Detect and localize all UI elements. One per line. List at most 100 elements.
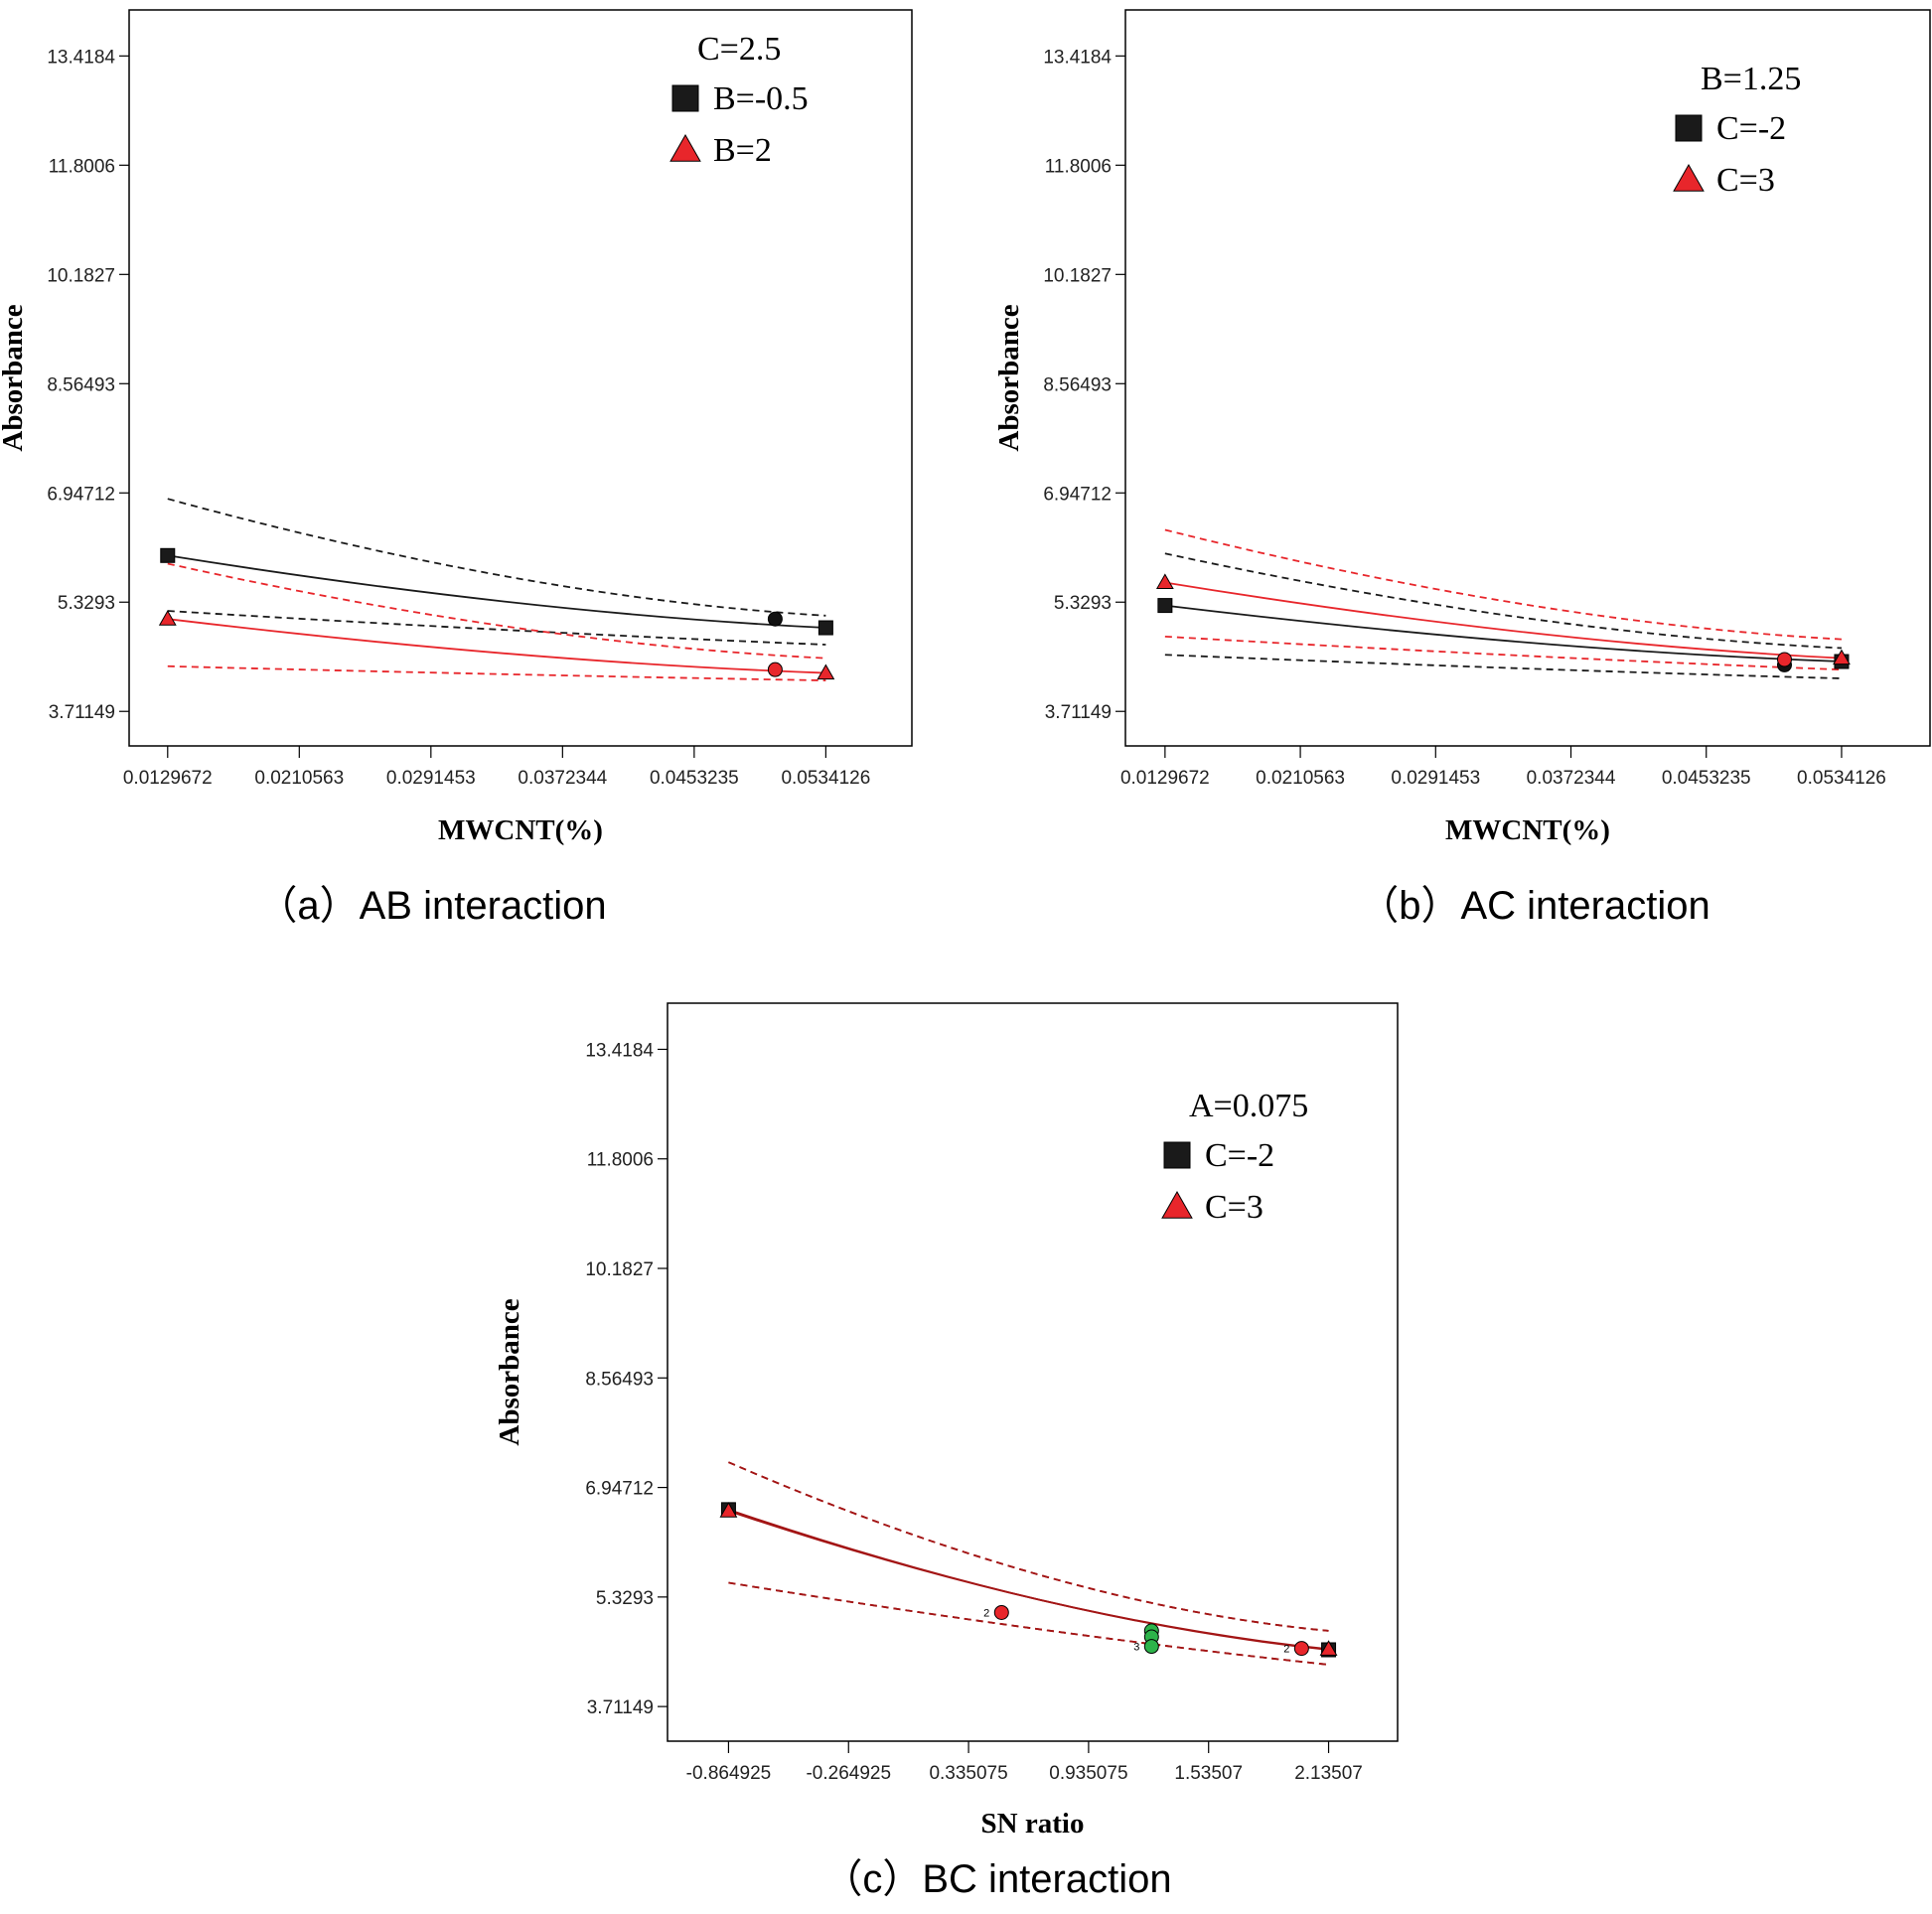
plot-frame bbox=[1124, 9, 1931, 747]
series-2-marker bbox=[1833, 649, 1851, 665]
ci-upper-2 bbox=[1164, 528, 1843, 641]
legend-title: A=0.075 bbox=[1189, 1088, 1308, 1124]
y-tick-label: 6.94712 bbox=[585, 1479, 654, 1500]
chart-panel-1: 3.71149 5.3293 6.94712 8.56493 10.1827 11.800… bbox=[0, 9, 913, 928]
ci-upper-1 bbox=[167, 498, 826, 617]
legend-marker-2 bbox=[669, 134, 701, 162]
series-2-marker bbox=[719, 1502, 738, 1518]
y-axis-label: Absorbance bbox=[0, 304, 29, 451]
x-axis-label: MWCNT(%) bbox=[1445, 814, 1610, 846]
design-point-count: 3 bbox=[1133, 1642, 1139, 1654]
x-tick-label: 0.0453235 bbox=[1662, 768, 1751, 789]
y-tick-label: 3.71149 bbox=[587, 1697, 654, 1718]
x-tick-label: 0.0129672 bbox=[123, 768, 213, 789]
y-tick-label: 5.3293 bbox=[58, 593, 115, 614]
plot-frame bbox=[128, 9, 913, 747]
legend-marker-2 bbox=[1673, 164, 1705, 192]
legend-label-2: B=2 bbox=[713, 132, 772, 169]
legend-marker-1 bbox=[671, 84, 699, 112]
y-tick-label: 3.71149 bbox=[49, 702, 115, 723]
ci-upper-1 bbox=[1164, 552, 1843, 650]
y-tick-label: 5.3293 bbox=[596, 1588, 654, 1609]
series-2-marker bbox=[1319, 1640, 1338, 1656]
x-tick-label: 0.0534126 bbox=[1797, 768, 1886, 789]
x-tick-label: 0.0291453 bbox=[386, 768, 476, 789]
legend-label-2: C=3 bbox=[1716, 162, 1775, 199]
legend-label-1: C=-2 bbox=[1716, 110, 1786, 147]
series-1-marker bbox=[817, 620, 833, 636]
ci-upper-1 bbox=[728, 1461, 1329, 1632]
x-tick-label: 0.0291453 bbox=[1391, 768, 1480, 789]
ci-upper-2 bbox=[728, 1461, 1329, 1632]
ci-lower-2 bbox=[167, 664, 826, 681]
y-tick-label: 13.4184 bbox=[1043, 47, 1112, 68]
design-point-count: 2 bbox=[983, 1607, 989, 1619]
y-tick-label: 10.1827 bbox=[47, 265, 115, 286]
fit-line-1 bbox=[1164, 604, 1842, 663]
ci-lower-2 bbox=[1164, 635, 1842, 671]
y-axis-label: Absorbance bbox=[993, 304, 1025, 451]
y-tick-label: 8.56493 bbox=[1043, 374, 1112, 395]
ci-lower-2 bbox=[728, 1581, 1329, 1666]
legend-label-2: C=3 bbox=[1205, 1189, 1263, 1226]
x-tick-label: 1.53507 bbox=[1174, 1763, 1243, 1784]
design-point bbox=[767, 611, 783, 627]
x-tick-label: 0.935075 bbox=[1049, 1763, 1127, 1784]
x-tick-label: 0.0372344 bbox=[518, 768, 607, 789]
y-tick-label: 11.8006 bbox=[587, 1150, 654, 1171]
x-tick-label: 0.0129672 bbox=[1120, 768, 1210, 789]
ci-lower-1 bbox=[167, 610, 826, 646]
y-tick-label: 11.8006 bbox=[1045, 156, 1112, 177]
design-point bbox=[1143, 1639, 1159, 1655]
y-tick-label: 8.56493 bbox=[585, 1369, 654, 1390]
y-tick-label: 3.71149 bbox=[1045, 702, 1112, 723]
ci-upper-2 bbox=[167, 562, 826, 660]
y-tick-label: 10.1827 bbox=[1043, 265, 1112, 286]
y-tick-label: 6.94712 bbox=[1043, 484, 1112, 505]
design-point bbox=[767, 662, 783, 677]
design-point bbox=[993, 1604, 1009, 1620]
design-point bbox=[1293, 1641, 1309, 1657]
y-tick-label: 6.94712 bbox=[47, 484, 115, 505]
series-2-marker bbox=[817, 663, 835, 680]
y-tick-label: 11.8006 bbox=[49, 156, 115, 177]
legend-marker-2 bbox=[1161, 1191, 1193, 1219]
x-tick-label: 0.0534126 bbox=[781, 768, 870, 789]
design-point bbox=[1776, 652, 1792, 667]
x-tick-label: -0.864925 bbox=[686, 1763, 772, 1784]
design-point-count: 2 bbox=[1283, 1644, 1289, 1656]
x-tick-label: 0.335075 bbox=[929, 1763, 1007, 1784]
x-tick-label: -0.264925 bbox=[806, 1763, 891, 1784]
y-axis-label: Absorbance bbox=[494, 1298, 525, 1445]
legend-label-1: B=-0.5 bbox=[713, 80, 809, 117]
x-tick-label: 0.0210563 bbox=[254, 768, 344, 789]
legend-title: B=1.25 bbox=[1701, 61, 1801, 97]
series-2-marker bbox=[1155, 573, 1174, 590]
x-tick-label: 2.13507 bbox=[1294, 1763, 1363, 1784]
legend-label-1: C=-2 bbox=[1205, 1137, 1274, 1174]
fit-line-2 bbox=[728, 1510, 1329, 1651]
fit-line-2 bbox=[1164, 581, 1843, 660]
chart-panel-2: 3.71149 5.3293 6.94712 8.56493 10.1827 11.800… bbox=[993, 9, 1931, 928]
fit-line-1 bbox=[728, 1509, 1329, 1651]
panel-caption: （b）AC interaction bbox=[1359, 884, 1709, 928]
plot-frame bbox=[667, 1002, 1399, 1742]
fit-line-2 bbox=[167, 618, 826, 674]
x-tick-label: 0.0210563 bbox=[1256, 768, 1345, 789]
ci-lower-1 bbox=[728, 1581, 1329, 1666]
legend-marker-1 bbox=[1675, 114, 1703, 142]
panel-caption: （a）AB interaction bbox=[257, 884, 606, 928]
series-1-marker bbox=[1157, 598, 1173, 614]
x-axis-label: MWCNT(%) bbox=[438, 814, 603, 846]
x-axis-label: SN ratio bbox=[981, 1808, 1085, 1840]
legend-marker-1 bbox=[1163, 1141, 1191, 1169]
y-tick-label: 5.3293 bbox=[1054, 593, 1112, 614]
legend-title: C=2.5 bbox=[697, 31, 781, 68]
ci-lower-1 bbox=[1164, 654, 1842, 679]
chart-panel-3: 3.71149 5.3293 6.94712 8.56493 10.1827 11.800… bbox=[494, 1002, 1399, 1901]
series-1-marker bbox=[160, 547, 176, 563]
panel-caption: （c）BC interaction bbox=[822, 1857, 1171, 1901]
fit-line-1 bbox=[167, 554, 826, 629]
x-tick-label: 0.0372344 bbox=[1527, 768, 1616, 789]
